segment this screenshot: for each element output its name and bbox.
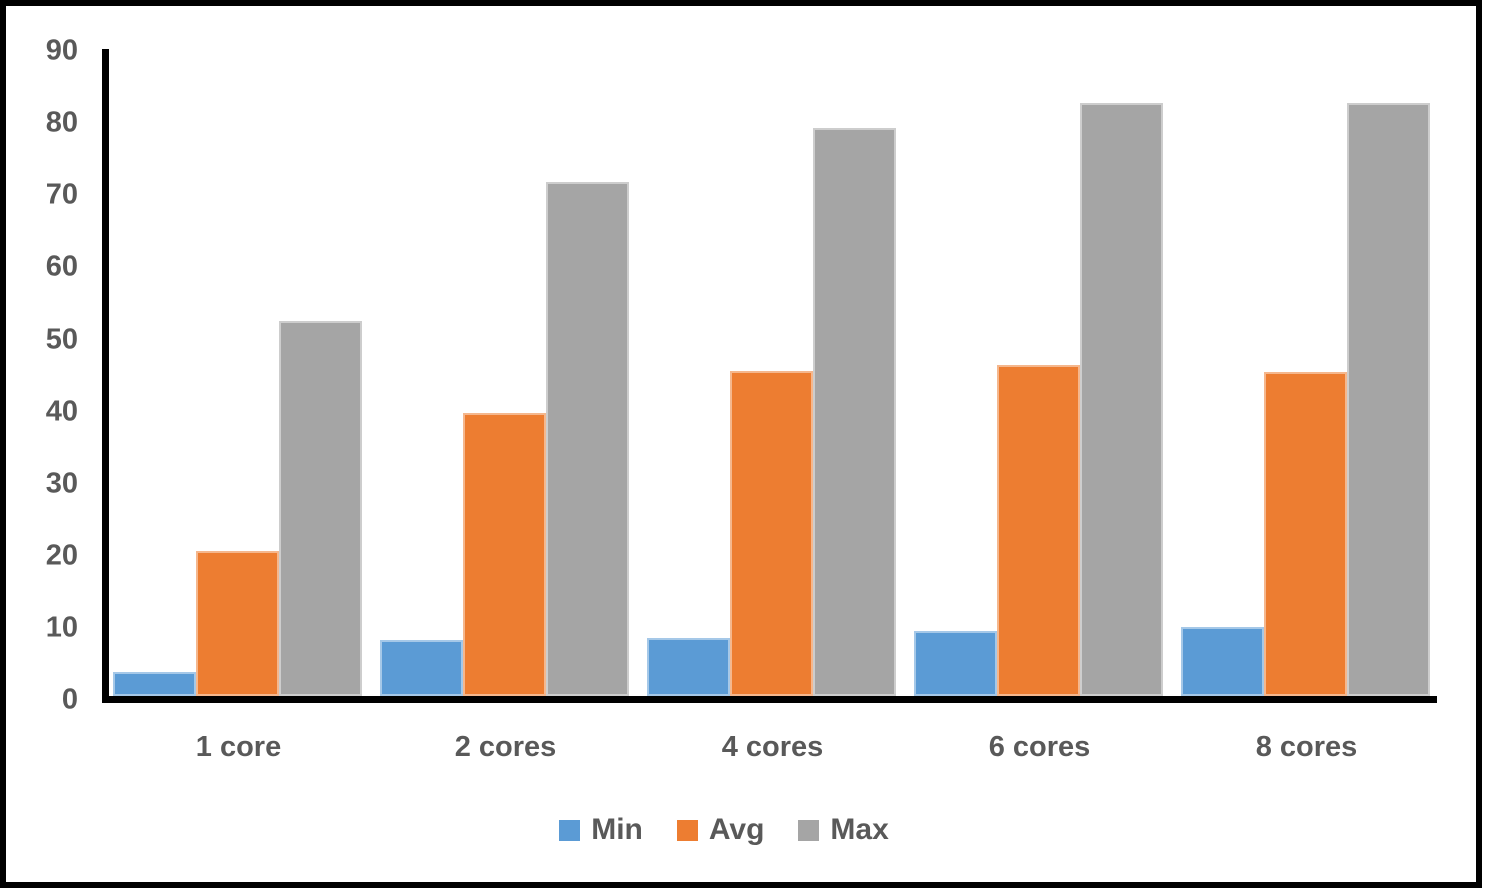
bar-min-1-core [113,671,196,696]
legend-label-max: Max [830,813,889,846]
x-category-label-1-core: 1 core [195,731,282,763]
legend-label-min: Min [591,813,643,846]
legend-swatch-avg [676,819,698,841]
bar-min-6-cores [914,630,997,696]
y-tick-label-70: 70 [45,178,78,211]
y-tick-label-60: 60 [45,250,78,283]
legend-item-max: Max [798,813,889,846]
legend-item-min: Min [559,815,643,845]
y-tick-label-90: 90 [45,34,78,67]
x-category-label-8-cores: 8 cores [1255,731,1358,763]
bar-avg-2-cores [463,413,546,696]
y-tick-label-30: 30 [45,467,78,500]
legend-item-avg: Avg [676,813,765,846]
y-tick-label-10: 10 [45,611,78,644]
y-tick-label-0: 0 [61,683,78,716]
y-tick-label-80: 80 [45,106,78,139]
y-axis-line [102,49,109,703]
bar-max-1-core [279,321,362,696]
bar-max-6-cores [1080,103,1163,696]
bar-avg-4-cores [730,371,813,696]
y-tick-label-50: 50 [45,323,78,355]
x-axis-line [102,696,1437,703]
bar-min-8-cores [1181,627,1264,696]
bar-max-2-cores [546,182,629,696]
bar-max-8-cores [1347,103,1430,696]
bar-min-4-cores [647,637,730,696]
x-category-label-4-cores: 4 cores [721,731,824,763]
bar-avg-1-core [196,550,279,696]
x-category-label-2-cores: 2 cores [454,731,557,763]
y-tick-label-40: 40 [45,395,78,428]
bar-max-4-cores [813,127,896,696]
bar-avg-8-cores [1264,371,1347,696]
bar-avg-6-cores [997,365,1080,696]
legend-swatch-max [798,819,820,841]
bar-min-2-cores [380,640,463,696]
y-tick-label-20: 20 [45,539,78,572]
legend-label-avg: Avg [708,813,765,846]
x-category-label-6-cores: 6 cores [988,731,1091,763]
chart-legend: Min Avg Max [0,810,1448,850]
legend-swatch-min [559,819,581,841]
